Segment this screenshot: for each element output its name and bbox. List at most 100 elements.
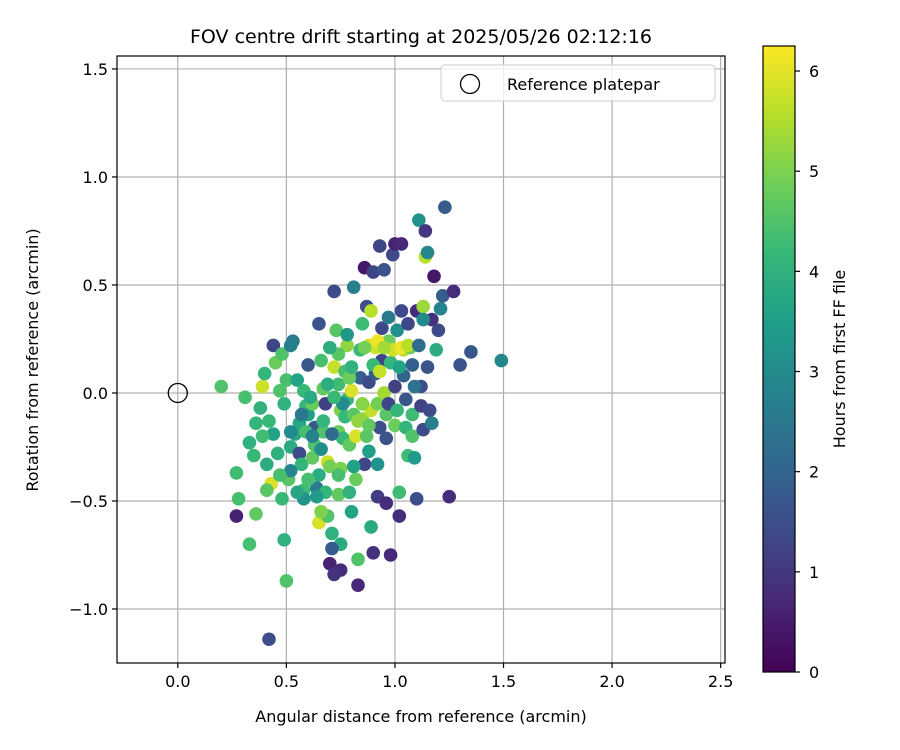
data-point [390,323,404,338]
data-point [372,239,387,253]
data-point [453,358,467,372]
data-point [325,541,339,556]
colorbar-label: Hours from first FF file [830,270,849,449]
colorbar-tick-label: 6 [809,62,819,81]
data-point [277,533,292,547]
data-point [355,396,370,411]
legend-box [440,64,716,102]
data-point [266,338,281,353]
data-point [394,237,409,251]
data-point [320,377,335,392]
data-point [290,485,305,500]
grid [117,56,725,663]
data-point [277,396,292,411]
y-tick-label: 1.5 [83,60,108,79]
data-point [327,360,341,374]
data-point [329,323,344,338]
data-point [377,263,391,277]
data-point [249,507,263,521]
data-point [323,459,337,474]
data-point [357,457,372,472]
data-point [242,537,257,551]
data-point [446,284,461,299]
data-point [249,416,263,431]
x-tick-label: 0.0 [165,672,190,691]
y-tick-label: 0.5 [83,276,108,295]
data-point [399,392,413,407]
plot-area-frame [116,55,726,664]
data-point [342,371,357,385]
data-point [331,468,346,482]
data-point [331,487,346,502]
y-tick-label: 1.0 [83,168,108,187]
data-point [323,340,337,355]
data-point [366,546,381,560]
data-point [429,342,444,357]
data-point [279,373,294,387]
data-point [260,457,274,472]
data-point [359,429,374,443]
data-point [238,390,252,405]
data-point [370,457,385,472]
data-point [351,414,365,428]
data-point [370,396,385,411]
data-point [442,489,457,504]
data-point [260,483,274,497]
data-point [366,265,381,279]
data-point [325,526,339,541]
data-point [420,245,435,260]
data-point [314,442,328,456]
data-point [405,429,420,443]
colorbar-tick-label: 1 [809,563,819,582]
data-point [416,312,430,327]
data-point [309,489,324,504]
reference-platepar-marker [167,382,188,404]
data-point [377,340,391,355]
data-point [375,321,389,335]
data-point [379,496,394,510]
data-point [388,379,402,394]
data-point [418,224,433,238]
data-point [349,472,363,487]
data-point [283,463,298,478]
x-axis-label: Angular distance from reference (arcmin) [255,707,586,726]
data-point [355,317,370,331]
data-point [275,347,289,361]
data-point [342,485,357,500]
data-point [301,358,315,372]
colorbar [762,45,796,673]
data-point [494,353,509,368]
x-tick-label: 2.5 [708,672,733,691]
data-point [362,418,376,433]
data-point [273,384,287,398]
chart-title: FOV centre drift starting at 2025/05/26 … [190,26,652,48]
y-tick-label: −1.0 [69,600,108,619]
colorbar-tick-label: 4 [809,262,819,281]
data-point [357,340,372,355]
data-point [303,390,318,405]
data-point [390,403,404,418]
data-point [305,450,320,465]
y-tick-label: −0.5 [69,492,108,511]
data-point [331,377,346,392]
x-tick-label: 2.0 [599,672,624,691]
data-point [379,407,394,422]
data-point [283,425,298,439]
data-point [422,403,437,418]
data-point [325,427,339,441]
legend-reference-marker [459,73,481,95]
scatter-points [167,200,509,647]
data-point [242,435,257,450]
data-point [381,310,396,325]
data-point [346,280,361,294]
data-point [266,427,281,441]
data-point [316,414,331,428]
data-point [290,373,305,387]
x-tick-label: 1.0 [382,672,407,691]
data-point [253,401,268,415]
data-point [372,364,387,379]
data-point [323,556,337,571]
data-point [346,459,361,474]
data-point [327,284,341,299]
x-tick-label: 0.5 [274,672,299,691]
